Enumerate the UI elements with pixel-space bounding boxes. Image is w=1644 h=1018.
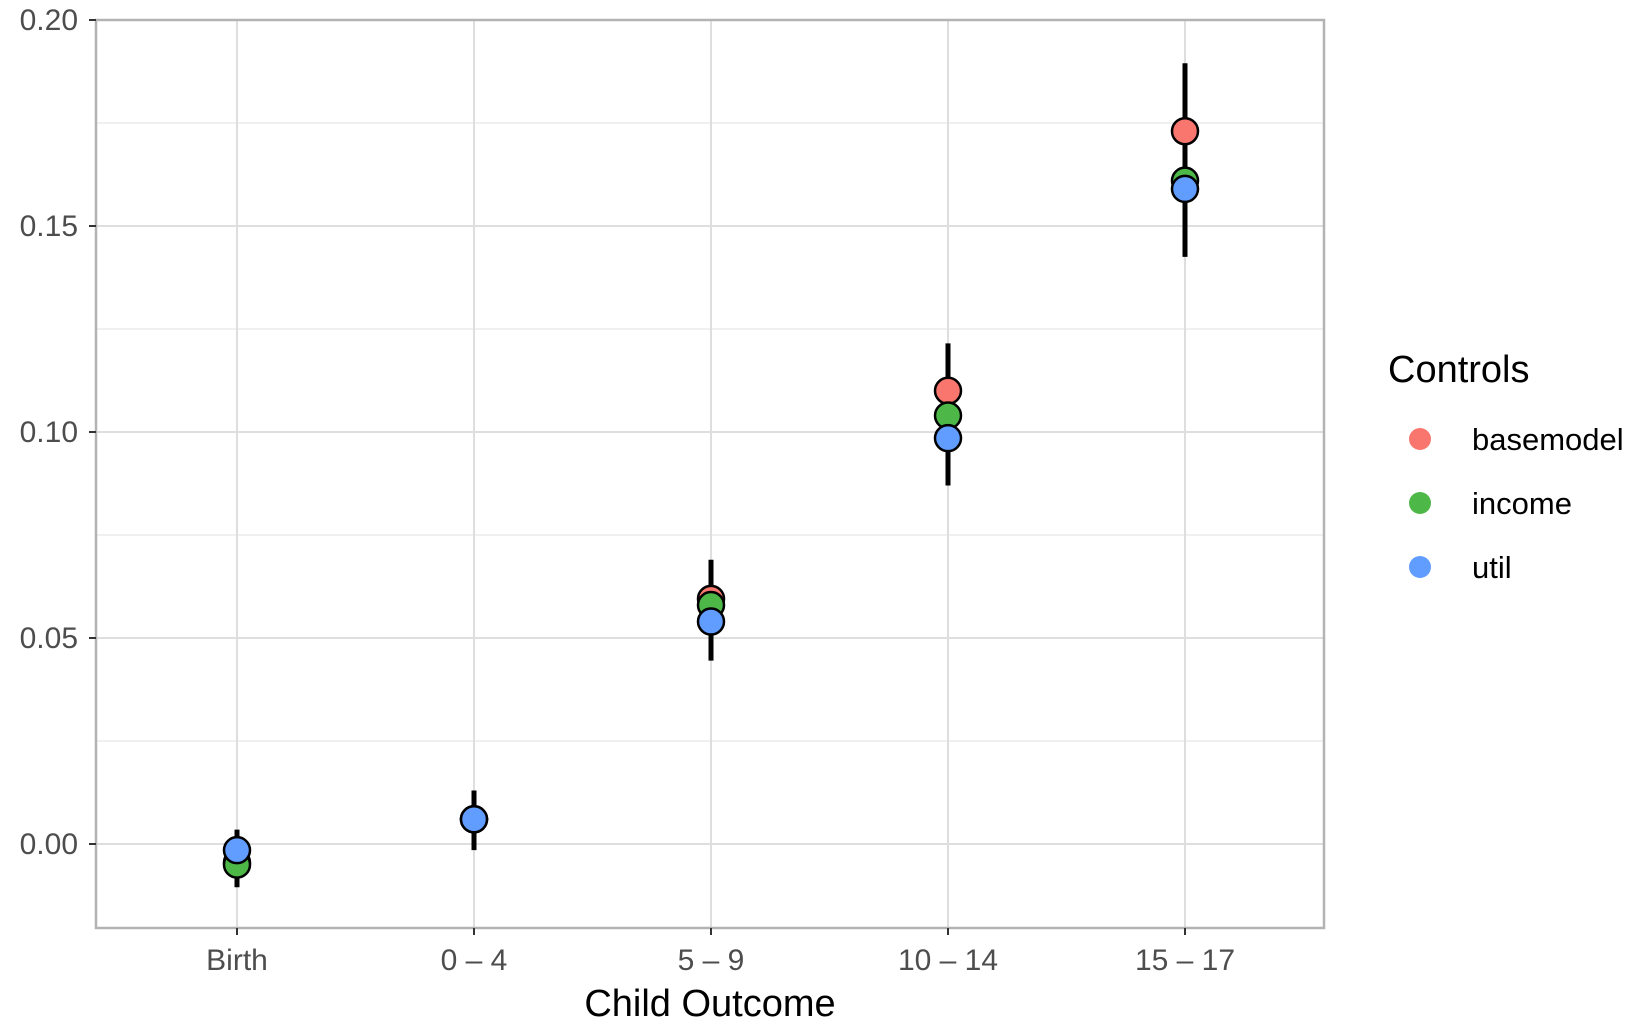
y-axis: 0.00 0.05 0.10 0.15 0.20 (20, 4, 96, 861)
point-basemodel (1170, 116, 1200, 146)
point-util (696, 607, 726, 636)
point-util (459, 805, 489, 834)
legend-label-util: util (1472, 550, 1512, 585)
point-util (933, 423, 963, 453)
x-tick-label: Birth (206, 944, 268, 977)
y-tick-label: 0.15 (20, 210, 78, 243)
y-tick-label: 0.20 (20, 4, 78, 37)
y-tick-label: 0.00 (20, 828, 78, 861)
y-tick-label: 0.10 (20, 416, 78, 449)
x-tick-label: 0 – 4 (441, 944, 508, 977)
x-tick-label: 15 – 17 (1135, 944, 1235, 977)
x-axis-title: Child Outcome (584, 983, 835, 1018)
point-util (222, 835, 252, 865)
legend-key-util (1409, 556, 1431, 578)
point-basemodel (933, 376, 963, 406)
legend-title: Controls (1388, 349, 1530, 391)
legend-label-basemodel: basemodel (1472, 422, 1624, 457)
point-util (1170, 174, 1200, 204)
data-points (222, 116, 1200, 879)
y-tick-label: 0.05 (20, 622, 78, 655)
legend-key-income (1409, 492, 1431, 514)
x-tick-label: 5 – 9 (678, 944, 745, 977)
legend-key-basemodel (1409, 428, 1431, 450)
legend-label-income: income (1472, 486, 1572, 521)
x-axis: Birth 0 – 4 5 – 9 10 – 14 15 – 17 (206, 928, 1235, 977)
legend: Controls basemodel income util (1388, 349, 1624, 585)
x-tick-label: 10 – 14 (898, 944, 998, 977)
